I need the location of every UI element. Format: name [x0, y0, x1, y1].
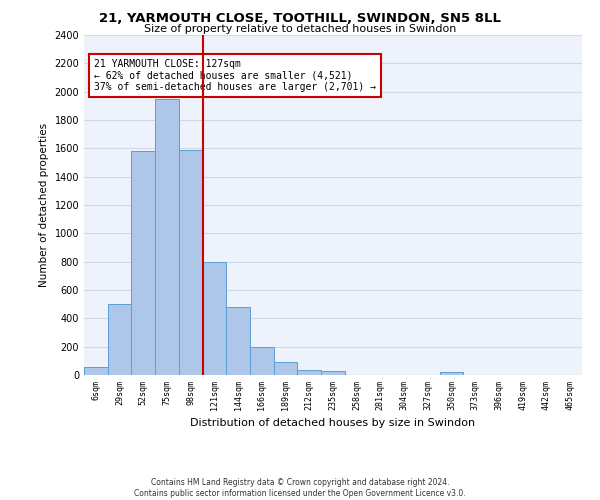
Bar: [155, 99, 179, 375]
Bar: [298, 370, 321, 375]
Text: 21 YARMOUTH CLOSE: 127sqm
← 62% of detached houses are smaller (4,521)
37% of se: 21 YARMOUTH CLOSE: 127sqm ← 62% of detac…: [94, 59, 376, 92]
Bar: [274, 362, 298, 375]
Text: Size of property relative to detached houses in Swindon: Size of property relative to detached ho…: [144, 24, 456, 34]
Bar: [226, 307, 250, 375]
Bar: [84, 367, 108, 375]
Bar: [440, 372, 463, 375]
Bar: [321, 372, 345, 375]
Bar: [250, 348, 274, 375]
Text: Contains HM Land Registry data © Crown copyright and database right 2024.
Contai: Contains HM Land Registry data © Crown c…: [134, 478, 466, 498]
Bar: [108, 304, 131, 375]
Y-axis label: Number of detached properties: Number of detached properties: [39, 123, 49, 287]
X-axis label: Distribution of detached houses by size in Swindon: Distribution of detached houses by size …: [190, 418, 476, 428]
Bar: [179, 150, 203, 375]
Bar: [131, 151, 155, 375]
Text: 21, YARMOUTH CLOSE, TOOTHILL, SWINDON, SN5 8LL: 21, YARMOUTH CLOSE, TOOTHILL, SWINDON, S…: [99, 12, 501, 26]
Bar: [203, 262, 226, 375]
